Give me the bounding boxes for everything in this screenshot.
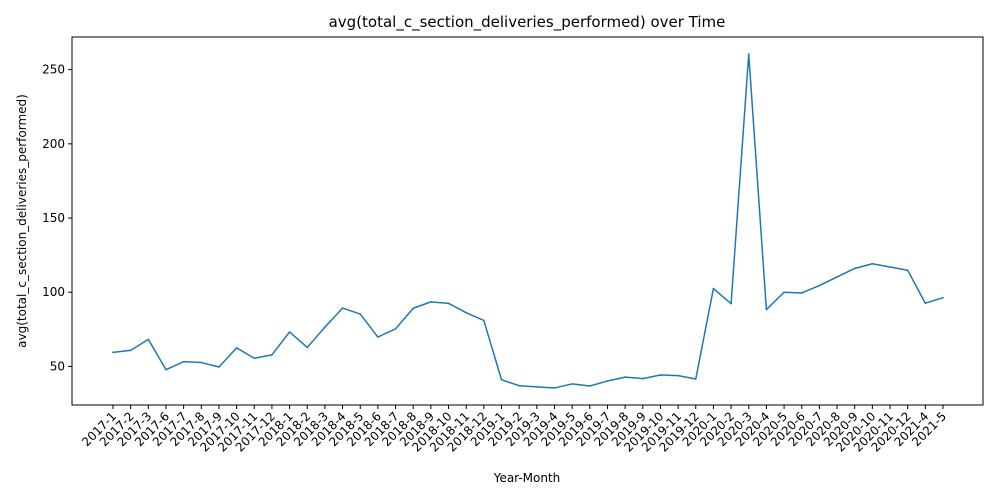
data-point	[377, 336, 379, 338]
data-point	[341, 307, 344, 309]
data-point	[412, 307, 415, 310]
data-point	[359, 313, 362, 315]
data-point	[783, 291, 785, 294]
data-point	[394, 328, 397, 330]
data-point	[853, 267, 856, 270]
data-point	[218, 366, 220, 368]
data-point	[465, 311, 467, 314]
data-point	[430, 301, 432, 303]
data-point	[924, 302, 927, 305]
data-point	[129, 349, 132, 352]
data-point	[288, 331, 291, 333]
data-point	[324, 326, 326, 328]
y-axis-label: avg(total_c_section_deliveries_performed…	[15, 94, 29, 348]
data-point	[253, 357, 256, 360]
data-point	[112, 351, 114, 354]
data-point	[536, 386, 538, 388]
data-point	[712, 287, 715, 290]
x-axis: 2017-12017-22017-32017-62017-72017-82017…	[79, 405, 949, 455]
data-point	[659, 374, 662, 376]
data-point	[147, 338, 150, 341]
data-point	[553, 387, 556, 389]
data-point	[800, 292, 803, 294]
data-point	[271, 354, 273, 356]
data-point	[306, 346, 309, 349]
y-axis: 50 100 150 200 250	[42, 63, 72, 373]
data-point	[518, 384, 520, 387]
data-point	[836, 276, 838, 278]
plot-frame	[71, 36, 984, 406]
data-point	[235, 347, 238, 349]
data-point	[871, 262, 874, 265]
data-point	[889, 266, 891, 268]
series-line	[112, 53, 944, 389]
data-point	[765, 308, 768, 311]
data-point	[182, 360, 185, 363]
y-tick-label: 150	[42, 211, 65, 225]
data-point	[624, 376, 626, 378]
data-point	[200, 361, 203, 364]
data-point	[641, 377, 644, 380]
data-point	[906, 269, 909, 272]
y-tick-label: 100	[42, 285, 65, 299]
data-point	[500, 378, 503, 381]
y-tick-label: 200	[42, 137, 65, 151]
data-point	[447, 302, 450, 305]
data-point	[818, 284, 821, 287]
data-point	[747, 53, 750, 55]
data-point	[694, 378, 697, 380]
data-point	[606, 380, 609, 382]
data-point	[730, 302, 732, 305]
data-point	[677, 374, 679, 377]
data-point	[589, 385, 591, 387]
data-point	[483, 319, 485, 322]
data-point	[942, 296, 944, 299]
data-point	[571, 383, 573, 385]
y-tick-label: 50	[50, 359, 65, 373]
x-axis-label: Year-Month	[493, 471, 561, 485]
data-point	[165, 368, 167, 371]
chart-title: avg(total_c_section_deliveries_performed…	[329, 13, 726, 32]
series-layer	[112, 53, 944, 389]
y-tick-label: 250	[42, 63, 65, 77]
